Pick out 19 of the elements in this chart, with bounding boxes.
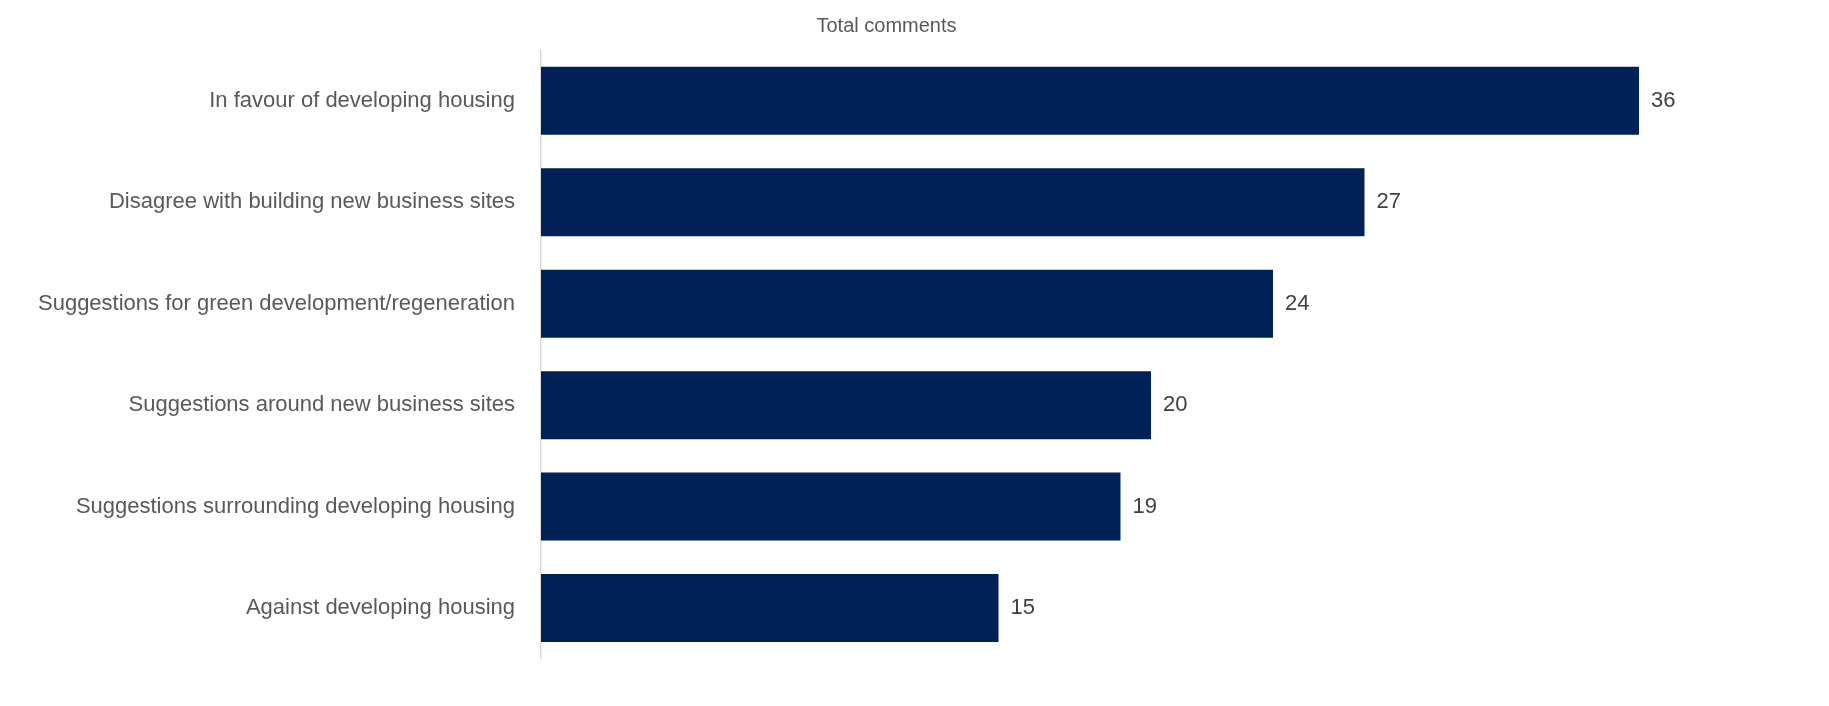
bar bbox=[540, 66, 1639, 135]
data-label: 24 bbox=[1284, 289, 1310, 315]
y-tick-label: In favour of developing housing bbox=[209, 86, 515, 112]
bar bbox=[540, 269, 1273, 338]
chart-title: Total comments bbox=[816, 13, 957, 36]
bar bbox=[540, 371, 1151, 440]
data-label: 36 bbox=[1651, 86, 1676, 112]
y-tick-label: Against developing housing bbox=[245, 594, 515, 620]
data-label: 19 bbox=[1132, 492, 1157, 518]
y-tick-label: Suggestions around new business sites bbox=[128, 391, 515, 417]
data-label: 20 bbox=[1162, 391, 1188, 417]
bar bbox=[540, 472, 1121, 541]
y-tick-label: Suggestions surrounding developing housing bbox=[75, 492, 515, 518]
bar bbox=[540, 574, 999, 643]
y-tick-label: Disagree with building new business sites bbox=[108, 188, 515, 214]
data-label: 27 bbox=[1376, 188, 1401, 214]
y-tick-label: Suggestions for green development/regeneration bbox=[37, 289, 515, 315]
bar bbox=[540, 168, 1365, 237]
data-label: 15 bbox=[1010, 594, 1035, 620]
